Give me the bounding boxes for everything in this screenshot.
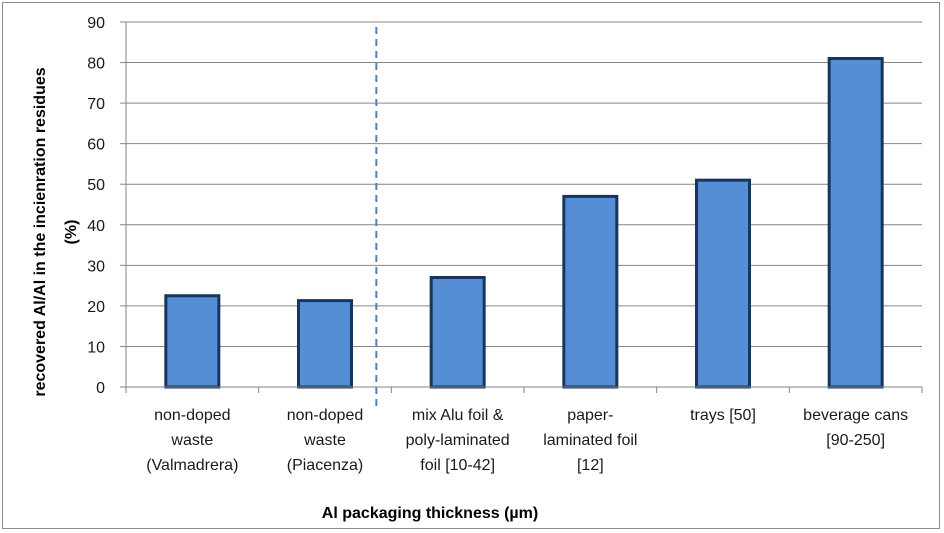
y-tick-labels: 0 10 20 30 40 50 60 70 80 90 bbox=[87, 15, 105, 397]
x-category-label: trays [50] bbox=[690, 407, 756, 424]
x-category-label: (Valmadrera) bbox=[146, 457, 238, 474]
x-category-label: paper- bbox=[567, 407, 613, 424]
x-category-labels: non-doped waste (Valmadrera) non-doped waste… bbox=[146, 407, 908, 474]
y-tick-label: 80 bbox=[87, 56, 105, 73]
y-tick-label: 90 bbox=[87, 15, 105, 32]
y-axis-title-line2: (%) bbox=[63, 220, 80, 245]
y-tick-label: 30 bbox=[87, 258, 105, 275]
x-category-label: mix Alu foil & bbox=[412, 407, 504, 424]
y-tick-label: 0 bbox=[96, 380, 105, 397]
x-category-label: non-doped bbox=[287, 407, 364, 424]
x-category-label: (Piacenza) bbox=[287, 457, 363, 474]
x-axis-title: Al packaging thickness (µm) bbox=[322, 505, 538, 522]
y-tick-label: 60 bbox=[87, 137, 105, 154]
x-category-label: foil [10-42] bbox=[420, 457, 495, 474]
axes bbox=[120, 21, 923, 393]
x-category-label: laminated foil bbox=[543, 432, 637, 449]
gridlines bbox=[126, 21, 922, 347]
x-category-label: waste bbox=[303, 432, 346, 449]
bar bbox=[429, 276, 486, 389]
x-category-label: waste bbox=[170, 432, 213, 449]
y-tick-label: 50 bbox=[87, 177, 105, 194]
bar bbox=[827, 57, 884, 389]
x-category-label: non-doped bbox=[154, 407, 231, 424]
y-tick-label: 40 bbox=[87, 218, 105, 235]
y-tick-label: 70 bbox=[87, 96, 105, 113]
bar bbox=[164, 294, 221, 389]
x-category-label: beverage cans bbox=[803, 407, 908, 424]
x-category-label: [90-250] bbox=[826, 432, 885, 449]
y-tick-label: 10 bbox=[87, 339, 105, 356]
bars bbox=[164, 57, 884, 389]
x-category-label: [12] bbox=[577, 457, 604, 474]
bar bbox=[562, 194, 619, 389]
y-axis-title-line1: recovered Al/Al in the incienration resi… bbox=[32, 67, 49, 396]
y-tick-label: 20 bbox=[87, 299, 105, 316]
bar bbox=[695, 178, 751, 389]
bar bbox=[297, 299, 353, 389]
x-category-label: poly-laminated bbox=[406, 432, 510, 449]
